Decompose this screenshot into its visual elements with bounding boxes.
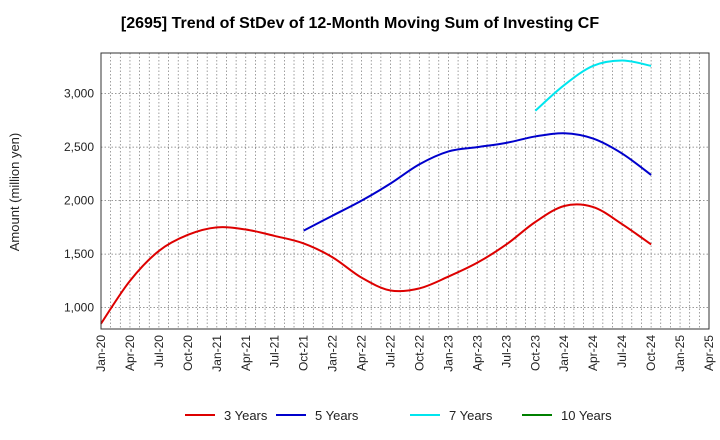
x-tick-label: Oct-20 (181, 335, 195, 371)
grid (100, 53, 710, 329)
legend-label: 7 Years (449, 408, 493, 423)
x-tick-label: Oct-21 (297, 335, 311, 371)
y-axis-label: Amount (million yen) (7, 133, 22, 252)
x-tick-label: Jan-23 (441, 335, 455, 372)
x-tick-label: Jan-22 (326, 335, 340, 372)
x-tick-label: Jul-24 (615, 335, 629, 368)
x-tick-label: Jul-20 (152, 335, 166, 368)
legend-label: 3 Years (224, 408, 268, 423)
series-lines (100, 59, 652, 325)
legend-label: 5 Years (315, 408, 359, 423)
chart-title: [2695] Trend of StDev of 12-Month Moving… (121, 15, 599, 32)
y-tick-label: 2,000 (64, 194, 94, 208)
y-tick-label: 2,500 (64, 140, 94, 154)
legend-label: 10 Years (561, 408, 612, 423)
x-tick-label: Oct-23 (528, 335, 542, 371)
x-tick-label: Jan-24 (557, 335, 571, 372)
x-tick-label: Jul-22 (384, 335, 398, 368)
y-tick-label: 1,500 (64, 247, 94, 261)
x-tick-label: Apr-22 (355, 335, 369, 371)
x-tick-label: Apr-23 (470, 335, 484, 371)
x-tick-label: Oct-22 (412, 335, 426, 371)
plot-area-frame (100, 52, 710, 330)
x-tick-label: Jan-21 (210, 335, 224, 372)
x-tick-label: Apr-20 (123, 335, 137, 371)
x-tick-label: Jan-25 (673, 335, 687, 372)
x-axis-ticks: Jan-20 Apr-20 Jul-20 Oct-20 Jan-21 Apr-21 Jul-… (94, 335, 716, 372)
x-tick-label: Apr-25 (702, 335, 716, 371)
x-tick-label: Apr-21 (239, 335, 253, 371)
x-tick-label: Jan-20 (94, 335, 108, 372)
legend: 3 Years 5 Years 7 Years 10 Years (185, 408, 612, 423)
y-axis-ticks: 1,000 1,500 2,000 2,500 3,000 (64, 87, 94, 315)
y-tick-label: 3,000 (64, 87, 94, 101)
x-tick-label: Apr-24 (586, 335, 600, 371)
series-line-5-years (303, 132, 652, 232)
series-line-7-years (534, 59, 652, 112)
x-tick-label: Jul-21 (268, 335, 282, 368)
x-tick-label: Jul-23 (499, 335, 513, 368)
x-tick-label: Oct-24 (644, 335, 658, 371)
series-line-3-years (100, 203, 652, 325)
y-tick-label: 1,000 (64, 301, 94, 315)
